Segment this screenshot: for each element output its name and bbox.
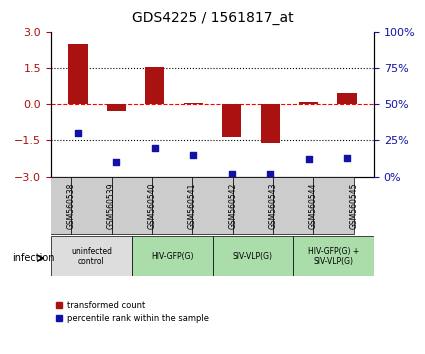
Text: GSM560544: GSM560544 bbox=[309, 182, 318, 229]
Bar bbox=[145, 67, 164, 104]
Point bbox=[74, 130, 81, 136]
Text: GSM560543: GSM560543 bbox=[269, 182, 278, 229]
Text: infection: infection bbox=[12, 253, 55, 263]
Text: HIV-GFP(G): HIV-GFP(G) bbox=[151, 252, 193, 261]
Legend: transformed count, percentile rank within the sample: transformed count, percentile rank withi… bbox=[52, 298, 212, 327]
FancyBboxPatch shape bbox=[313, 177, 354, 234]
Point bbox=[267, 171, 274, 177]
Point bbox=[190, 152, 197, 158]
Bar bbox=[68, 44, 88, 104]
Text: uninfected
control: uninfected control bbox=[71, 246, 112, 266]
FancyBboxPatch shape bbox=[71, 177, 111, 234]
Point bbox=[344, 155, 351, 161]
Point bbox=[305, 156, 312, 162]
FancyBboxPatch shape bbox=[152, 177, 192, 234]
Bar bbox=[184, 103, 203, 104]
Bar bbox=[261, 104, 280, 143]
FancyBboxPatch shape bbox=[233, 177, 273, 234]
Bar bbox=[337, 93, 357, 104]
Text: GSM560545: GSM560545 bbox=[349, 182, 358, 229]
FancyBboxPatch shape bbox=[132, 236, 212, 276]
FancyBboxPatch shape bbox=[192, 177, 233, 234]
Text: GSM560538: GSM560538 bbox=[67, 182, 76, 229]
FancyBboxPatch shape bbox=[273, 177, 313, 234]
FancyBboxPatch shape bbox=[212, 236, 293, 276]
Text: GSM560539: GSM560539 bbox=[107, 182, 116, 229]
FancyBboxPatch shape bbox=[51, 236, 132, 276]
Text: GSM560540: GSM560540 bbox=[147, 182, 156, 229]
Text: HIV-GFP(G) +
SIV-VLP(G): HIV-GFP(G) + SIV-VLP(G) bbox=[308, 246, 359, 266]
Text: GSM560542: GSM560542 bbox=[228, 182, 237, 229]
Point bbox=[151, 145, 158, 150]
FancyBboxPatch shape bbox=[31, 177, 71, 234]
Point bbox=[228, 171, 235, 177]
Bar bbox=[107, 104, 126, 112]
Text: GSM560541: GSM560541 bbox=[188, 182, 197, 229]
Bar bbox=[299, 102, 318, 104]
Text: GDS4225 / 1561817_at: GDS4225 / 1561817_at bbox=[132, 11, 293, 25]
FancyBboxPatch shape bbox=[293, 236, 374, 276]
Text: SIV-VLP(G): SIV-VLP(G) bbox=[233, 252, 273, 261]
FancyBboxPatch shape bbox=[111, 177, 152, 234]
Point bbox=[113, 159, 120, 165]
Bar bbox=[222, 104, 241, 137]
